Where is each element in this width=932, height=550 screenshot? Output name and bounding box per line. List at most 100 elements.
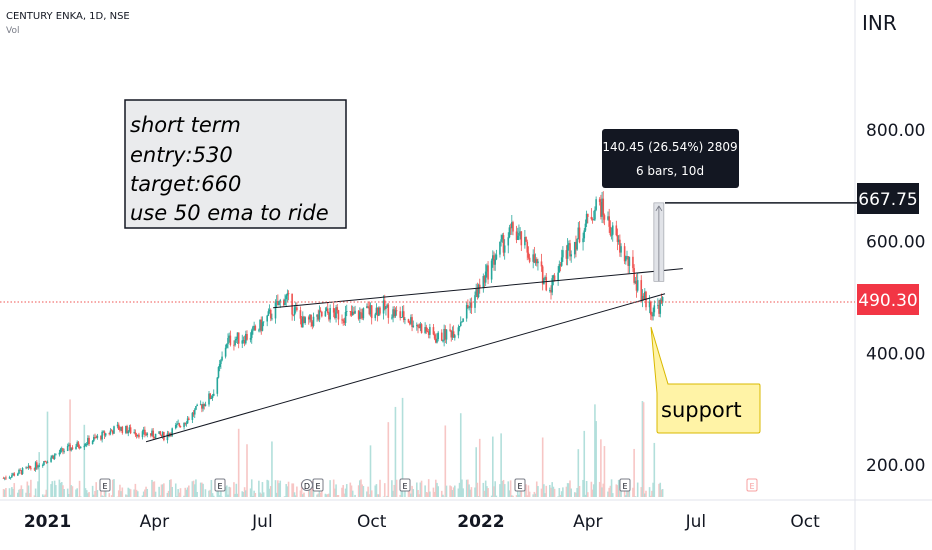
candle-body	[619, 239, 621, 253]
candle-body	[271, 318, 273, 320]
volume-bar	[2, 489, 5, 497]
candle-body	[267, 311, 270, 316]
axes: 200.00 400.00 600.00 800.00 2021 Apr Jul Oct 202…	[24, 121, 926, 532]
volume-bar	[503, 484, 506, 497]
volume-bar	[450, 486, 453, 497]
note-box[interactable]: short term entry:530 target:660 use 50 e…	[124, 99, 347, 229]
candle-body	[43, 461, 45, 466]
volume-bar	[383, 483, 386, 497]
volume-bar	[558, 488, 561, 497]
candle-body	[261, 322, 264, 331]
volume-bar	[12, 488, 14, 497]
candle-body	[426, 331, 429, 333]
candle-body	[237, 332, 240, 344]
event-marker-text: E	[622, 482, 627, 491]
candle-body	[258, 329, 260, 331]
volume-bar	[70, 485, 73, 497]
candle-body	[262, 321, 265, 323]
volume-bar	[236, 493, 239, 497]
candle-body	[559, 264, 562, 266]
volume-bar	[578, 486, 581, 497]
volume-bar	[407, 487, 410, 497]
earnings-marker[interactable]: E	[99, 478, 111, 492]
volume-bar	[226, 485, 228, 497]
candle-body	[201, 404, 203, 409]
earnings-marker[interactable]: E	[514, 478, 526, 492]
candle-body	[104, 433, 107, 436]
candle-body	[101, 431, 103, 440]
volume-bar	[361, 484, 363, 497]
volume-bar	[458, 482, 461, 497]
candle-body	[300, 318, 303, 328]
candle-body	[125, 425, 127, 433]
volume-bar	[395, 479, 398, 497]
candle-body	[268, 309, 271, 312]
earnings-marker[interactable]: E	[214, 478, 226, 492]
candle-body	[402, 311, 405, 320]
volume-bar	[628, 486, 631, 497]
candle-body	[296, 307, 298, 311]
earnings-marker[interactable]: E	[746, 478, 758, 492]
candle-body	[587, 213, 589, 217]
volume-bar	[278, 483, 280, 497]
candle-body	[45, 461, 48, 463]
candle-body	[294, 307, 297, 309]
candle-body	[85, 444, 88, 445]
candle-body	[379, 307, 381, 314]
candle-body	[321, 311, 323, 317]
volume-bar	[359, 480, 361, 497]
volume-bar	[11, 487, 13, 497]
candle-body	[615, 225, 618, 236]
candle-body	[50, 457, 52, 462]
dividend-marker[interactable]: D	[301, 479, 313, 492]
candle-body	[659, 299, 662, 314]
volume-bar	[336, 495, 339, 497]
volume-bar	[493, 486, 495, 497]
candle-body	[52, 455, 55, 459]
volume-bar	[169, 479, 171, 497]
channel-upper-trendline[interactable]	[273, 268, 683, 309]
earnings-marker[interactable]: E	[619, 478, 631, 492]
volume-bar	[83, 424, 86, 497]
channel-lower-trendline[interactable]	[145, 293, 666, 443]
volume-bar	[549, 484, 551, 497]
volume-bar	[234, 493, 236, 497]
volume-bar	[170, 479, 172, 497]
volume-bar	[41, 494, 44, 497]
support-callout[interactable]: support	[650, 326, 761, 434]
volume-bar	[28, 493, 31, 497]
candle-body	[649, 301, 652, 315]
volume-bar	[412, 489, 415, 497]
volume-bar	[345, 484, 348, 497]
candle-body	[533, 254, 536, 263]
volume-bar	[354, 494, 356, 497]
candle-body	[17, 473, 19, 476]
volume-bar	[121, 487, 124, 497]
candle-body	[109, 430, 112, 434]
volume-bar	[508, 490, 511, 497]
volume-bar	[461, 479, 463, 497]
volume-bar	[379, 479, 381, 497]
volume-bar	[159, 495, 162, 497]
volume-bar	[477, 496, 480, 497]
candle-body	[433, 334, 436, 339]
volume-bar	[392, 490, 394, 497]
candle-body	[653, 305, 656, 313]
volume-bar	[426, 492, 429, 497]
volume-bar	[607, 491, 609, 497]
earnings-marker[interactable]: E	[399, 478, 411, 492]
candle-body	[21, 468, 24, 474]
support-callout-text: support	[661, 398, 742, 422]
volume-bar	[316, 494, 318, 497]
candles	[2, 191, 664, 481]
candle-body	[246, 333, 248, 340]
candle-body	[601, 198, 603, 217]
volume-bar	[587, 492, 589, 497]
candle-body	[544, 277, 546, 279]
candle-body	[623, 246, 626, 262]
earnings-marker[interactable]: E	[312, 478, 324, 492]
candle-body	[160, 434, 163, 436]
candle-body	[287, 293, 290, 295]
candle-body	[635, 280, 638, 291]
